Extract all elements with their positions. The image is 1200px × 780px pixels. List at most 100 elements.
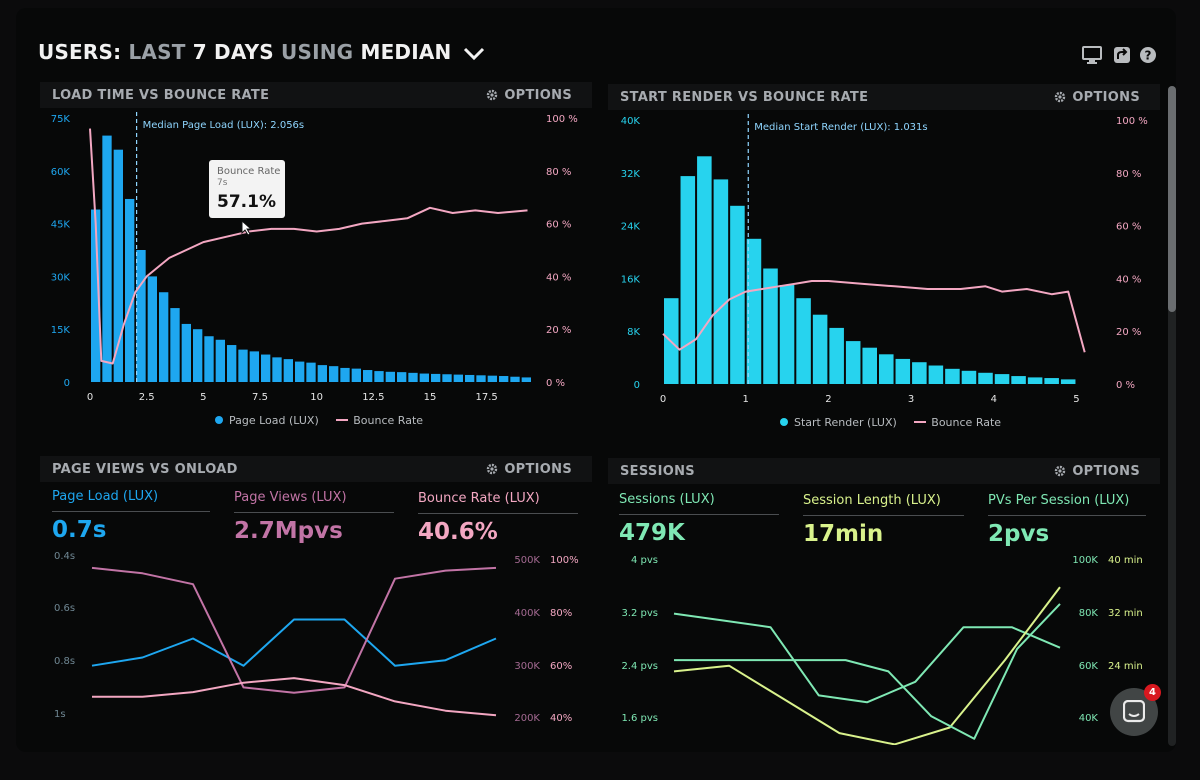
histogram-bar	[879, 354, 894, 384]
chat-icon	[1123, 700, 1145, 723]
y2-tick-label: 200K	[514, 713, 540, 724]
histogram-bar	[363, 370, 373, 382]
histogram-bar	[204, 336, 214, 382]
histogram-bar	[779, 285, 795, 384]
y-tick-label: 1s	[54, 709, 66, 720]
histogram-bar	[713, 179, 729, 384]
metric-value-pvs-per-session: 2pvs	[988, 521, 1050, 547]
y2-tick-label: 40 %	[1116, 274, 1141, 285]
legend-item[interactable]: Bounce Rate	[914, 416, 1001, 429]
histogram-bar	[419, 373, 429, 382]
histogram-bar	[283, 359, 293, 382]
options-button[interactable]: OPTIONS	[486, 88, 572, 103]
histogram-bar	[945, 368, 960, 384]
histogram-bar	[159, 292, 169, 382]
y2-tick-label: 100 %	[1116, 116, 1148, 127]
y-tick-label: 3.2 pvs	[621, 608, 658, 619]
y3-tick-label: 40 min	[1108, 555, 1143, 566]
y-tick-label: 8K	[627, 327, 640, 338]
scrollbar-thumb[interactable]	[1168, 86, 1176, 312]
y2-tick-label: 0 %	[1116, 380, 1135, 391]
histogram-bar	[102, 135, 112, 382]
histogram-bar	[431, 373, 441, 382]
legend-dot	[780, 418, 788, 426]
histogram-bar	[1060, 379, 1076, 384]
histogram-bar	[272, 357, 282, 382]
metric-value-page-load: 0.7s	[52, 517, 107, 543]
metric-divider	[418, 513, 578, 514]
legend-item[interactable]: Page Load (LUX)	[215, 414, 319, 427]
options-button[interactable]: OPTIONS	[1054, 90, 1140, 105]
panel-header-load-time: LOAD TIME VS BOUNCE RATE OPTIONS	[40, 82, 592, 108]
chevron-down-icon[interactable]	[463, 47, 485, 61]
histogram-bar	[261, 354, 271, 382]
histogram-bar	[215, 339, 225, 382]
series-line	[673, 612, 1061, 704]
metric-label-page-views: Page Views (LUX)	[234, 490, 347, 505]
page-title[interactable]: USERS: LAST 7 DAYS USING MEDIAN	[38, 40, 485, 64]
y2-tick-label: 300K	[514, 661, 540, 672]
metric-divider	[619, 514, 779, 515]
x-tick-label: 2	[825, 394, 831, 405]
scrollbar[interactable]	[1168, 86, 1176, 746]
y2-tick-label: 400K	[514, 608, 540, 619]
gear-icon	[1055, 91, 1066, 103]
help-icon[interactable]: ?	[1139, 46, 1157, 64]
histogram-bar	[521, 377, 531, 382]
mouse-cursor-icon	[241, 220, 253, 236]
histogram-bar	[862, 347, 877, 384]
x-tick-label: 12.5	[362, 392, 384, 403]
histogram-bar	[397, 372, 407, 382]
legend-item[interactable]: Start Render (LUX)	[780, 416, 897, 429]
options-button[interactable]: OPTIONS	[486, 462, 572, 477]
histogram-bar	[385, 371, 395, 382]
series-line	[674, 603, 1061, 740]
title-using: USING	[281, 40, 354, 64]
histogram-bar	[442, 374, 452, 382]
x-tick-label: 1	[743, 394, 749, 405]
histogram-bar	[680, 176, 696, 384]
panel-title: SESSIONS	[620, 464, 695, 479]
histogram-bar	[1011, 376, 1026, 384]
y2-tick-label: 60K	[1079, 661, 1099, 672]
x-tick-label: 15	[424, 392, 437, 403]
histogram-bar	[928, 365, 944, 384]
histogram-bar	[1027, 377, 1043, 384]
y-tick-label: 60K	[51, 167, 71, 178]
histogram-bar	[374, 371, 384, 382]
share-icon[interactable]	[1113, 46, 1131, 64]
histogram-bar	[453, 374, 463, 382]
load-time-legend: Page Load (LUX) Bounce Rate	[215, 414, 437, 427]
histogram-bar	[812, 314, 828, 384]
y-tick-label: 16K	[621, 274, 641, 285]
monitor-icon[interactable]	[1082, 46, 1102, 64]
series-line	[91, 618, 497, 667]
x-tick-label: 0	[660, 394, 666, 405]
y-tick-label: 75K	[51, 114, 71, 125]
y2-tick-label: 40K	[1079, 713, 1099, 724]
gear-icon	[1055, 465, 1066, 477]
y-tick-label: 0	[64, 378, 70, 389]
tooltip-label: Bounce Rate	[217, 166, 281, 177]
histogram-bar	[994, 374, 1010, 384]
histogram-bar	[125, 198, 135, 382]
histogram-bar	[238, 349, 248, 382]
sessions-chart: 1.6 pvs 2.4 pvs 3.2 pvs 4 pvs 40K 60K 80K 100K 2…	[621, 555, 1143, 745]
histogram-bar	[181, 323, 191, 382]
metric-label-page-load: Page Load (LUX)	[52, 489, 159, 504]
metric-value-page-views: 2.7Mpvs	[234, 518, 343, 544]
y-tick-label: 1.6 pvs	[621, 713, 658, 724]
histogram-bar	[763, 268, 778, 384]
y3-tick-label: 100%	[550, 555, 579, 566]
y-tick-label: 0.6s	[54, 603, 75, 614]
legend-dot	[215, 416, 223, 424]
options-button[interactable]: OPTIONS	[1054, 464, 1140, 479]
histogram-bar	[829, 327, 844, 384]
histogram-bar	[476, 375, 486, 382]
histogram-bar	[1044, 378, 1059, 384]
histogram-bar	[845, 341, 861, 384]
y2-tick-label: 80K	[1079, 608, 1099, 619]
y-tick-label: 0.8s	[54, 656, 75, 667]
legend-item[interactable]: Bounce Rate	[336, 414, 423, 427]
histogram-bar	[317, 365, 327, 382]
